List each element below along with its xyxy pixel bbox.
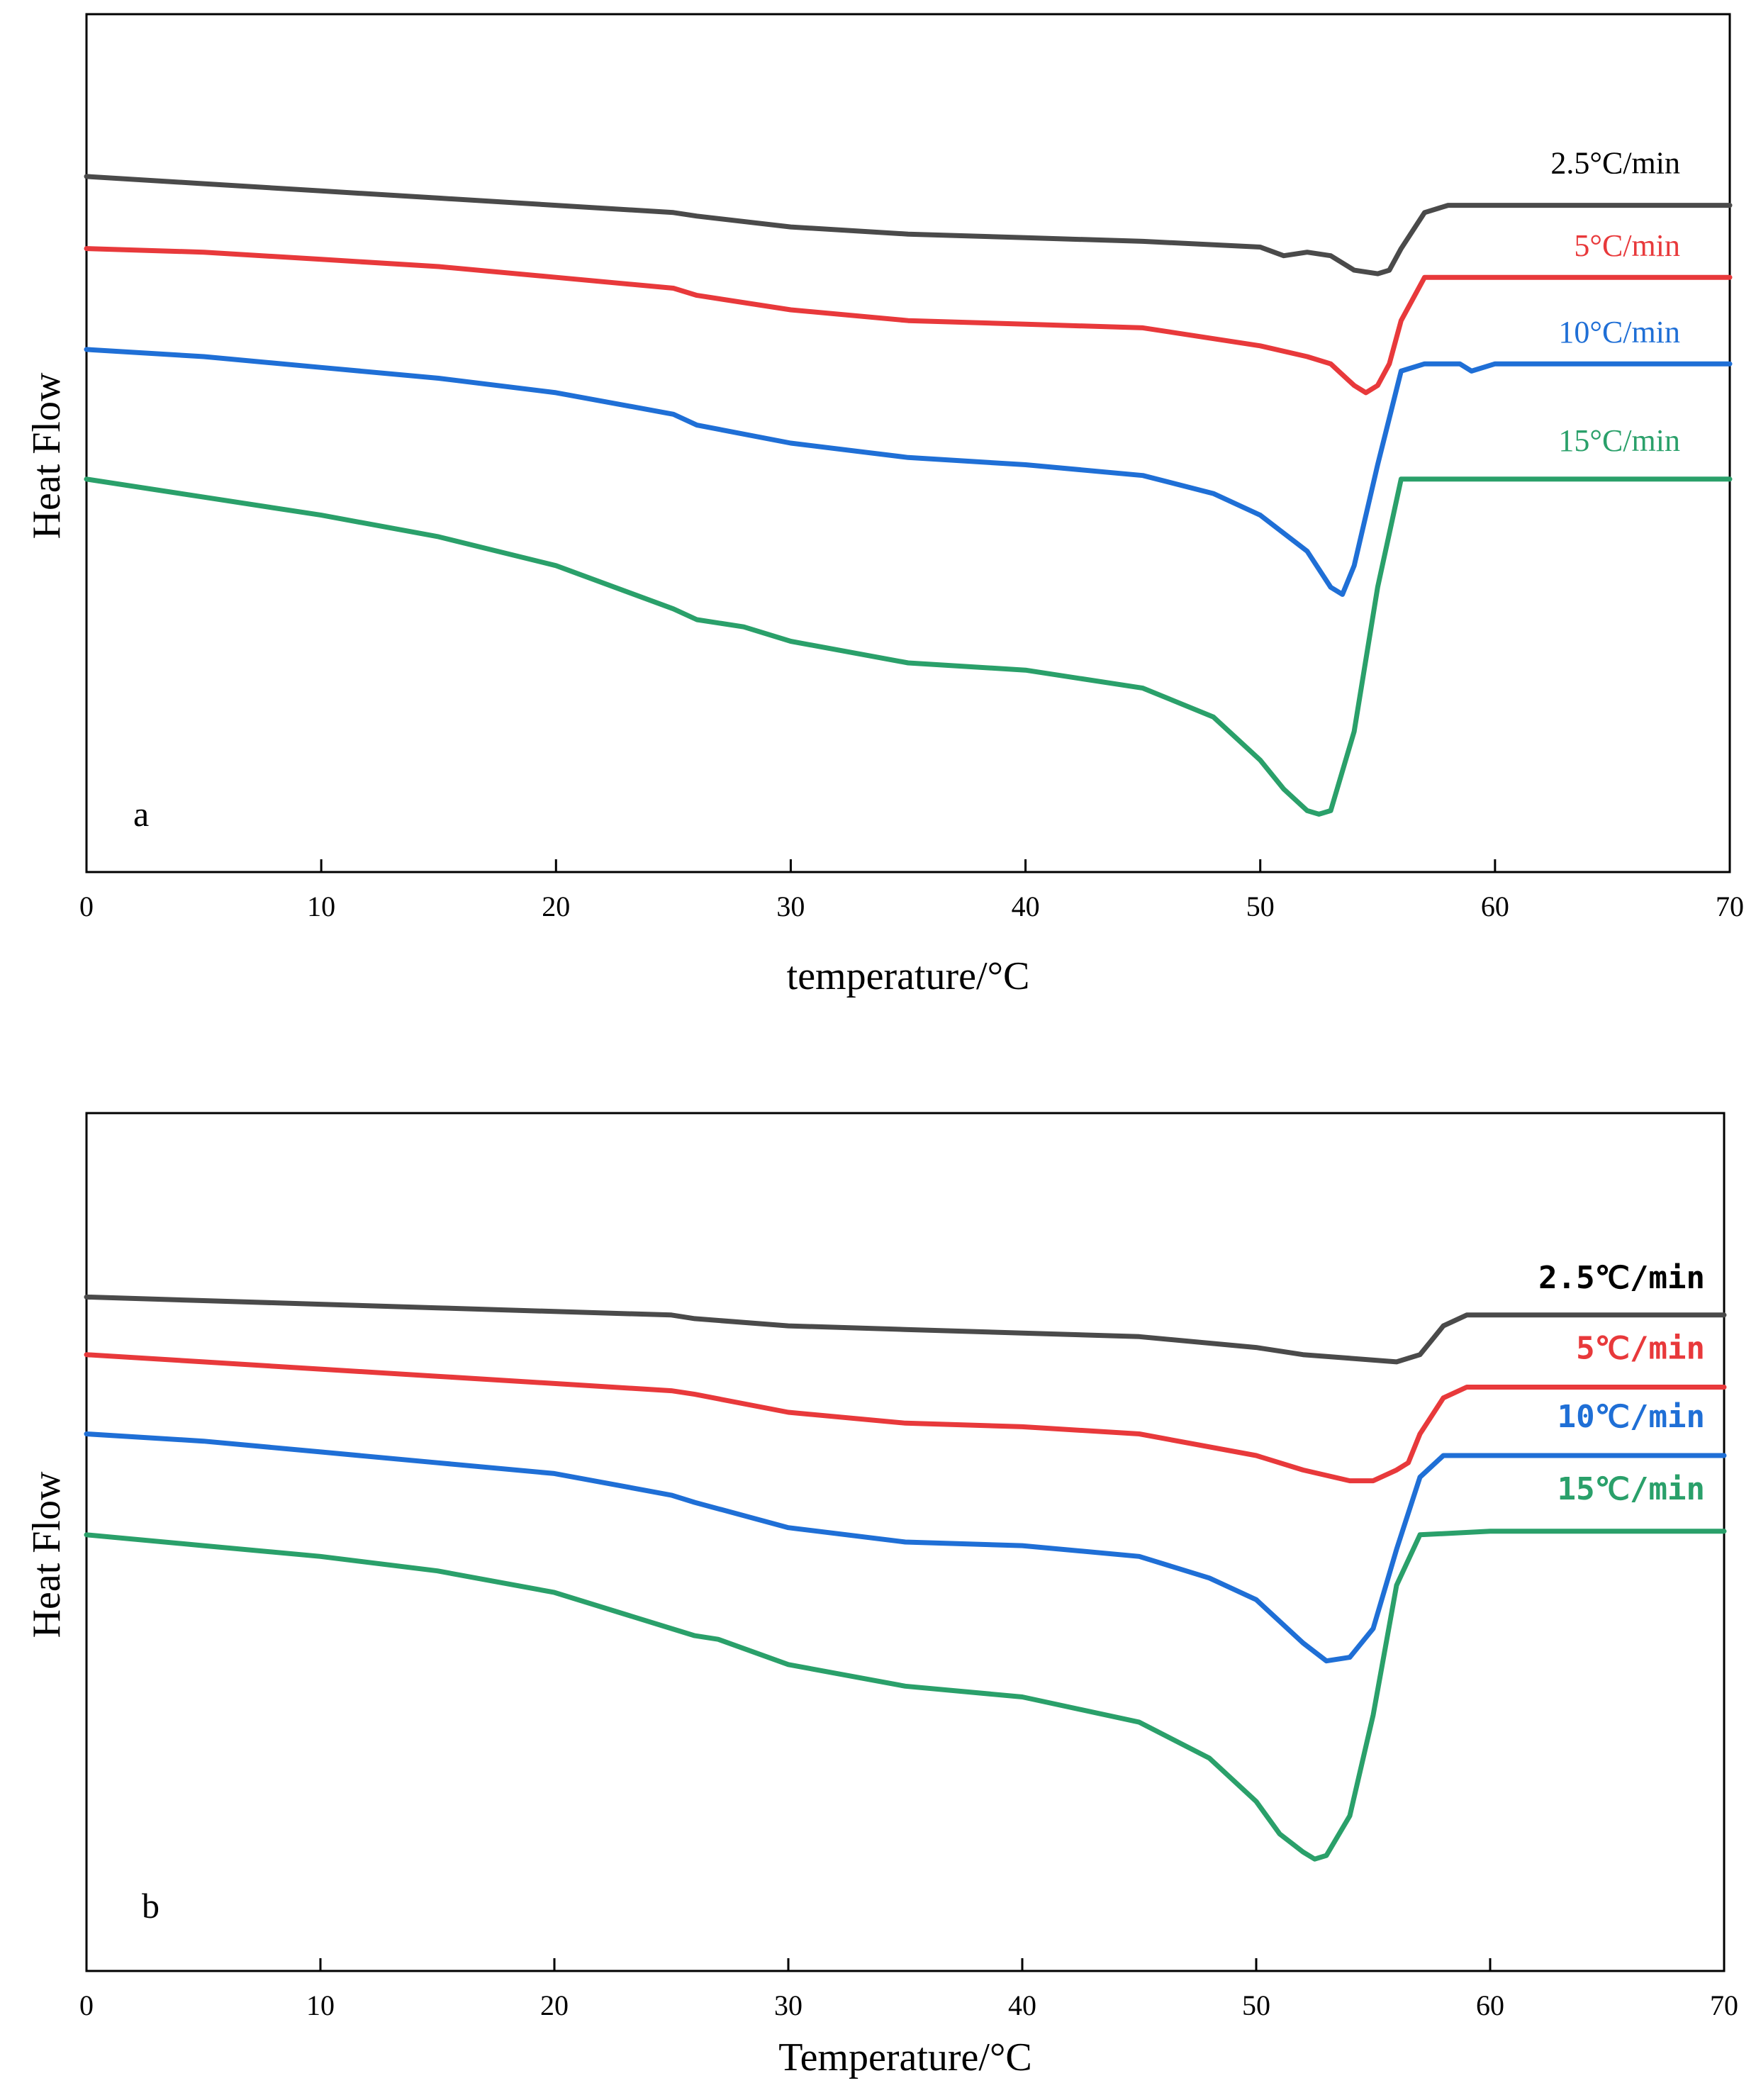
series-line-5: [84, 246, 1733, 396]
series-line-2_5: [84, 1294, 1727, 1365]
panel-letter: a: [133, 794, 149, 834]
x-tick-label: 60: [1481, 890, 1509, 922]
x-tick-label: 0: [79, 1989, 94, 2021]
series-label: 15°C/min: [1558, 423, 1680, 458]
series-label: 15℃/min: [1558, 1471, 1705, 1507]
x-tick-label: 0: [79, 890, 94, 922]
series-label: 5℃/min: [1576, 1330, 1705, 1366]
series-line-15: [84, 1529, 1727, 1862]
series-line-10: [84, 347, 1733, 597]
x-tick-label: 60: [1476, 1989, 1504, 2021]
series-curves: [84, 174, 1733, 817]
series-line-5: [84, 1352, 1727, 1484]
chart-panel-b: 0 10 20 30 40 50 60 70 2.5℃/min 5℃/min 10℃/min 15℃…: [25, 1112, 1738, 2079]
x-tick-label: 70: [1710, 1989, 1738, 2021]
series-labels: 2.5℃/min 5℃/min 10℃/min 15℃/min: [1538, 1260, 1705, 1507]
series-label: 10°C/min: [1558, 315, 1680, 350]
y-axis-title: Heat Flow: [25, 1471, 69, 1638]
x-axis-title: temperature/°C: [787, 954, 1030, 998]
series-line-15: [84, 476, 1733, 817]
x-tick-label: 10: [307, 890, 335, 922]
series-line-2_5: [84, 174, 1733, 277]
x-tick-label: 30: [774, 1989, 802, 2021]
y-axis-title: Heat Flow: [25, 372, 69, 539]
plot-frame: [85, 1112, 1726, 1972]
x-tick-label: 10: [306, 1989, 335, 2021]
x-axis-ticks: 0 10 20 30 40 50 60 70: [79, 1958, 1738, 2021]
series-label: 10℃/min: [1558, 1399, 1705, 1435]
x-tick-label: 50: [1242, 1989, 1270, 2021]
chart-panel-a: 0 10 20 30 40 50 60 70 2.5°C/min 5°C/min 10°C/min…: [25, 13, 1744, 998]
x-tick-label: 30: [776, 890, 805, 922]
series-labels: 2.5°C/min 5°C/min 10°C/min 15°C/min: [1550, 146, 1680, 458]
series-label: 2.5°C/min: [1550, 146, 1680, 181]
x-tick-label: 50: [1246, 890, 1275, 922]
panel-letter: b: [142, 1886, 160, 1926]
x-tick-label: 70: [1716, 890, 1744, 922]
series-curves: [84, 1294, 1727, 1862]
x-tick-label: 40: [1012, 890, 1040, 922]
series-label: 2.5℃/min: [1538, 1260, 1705, 1296]
x-axis-ticks: 0 10 20 30 40 50 60 70: [79, 859, 1744, 922]
x-tick-label: 40: [1008, 1989, 1036, 2021]
x-axis-title: Temperature/°C: [778, 2035, 1031, 2079]
plot-frame: [85, 13, 1731, 873]
series-label: 5°C/min: [1574, 228, 1680, 263]
x-tick-label: 20: [540, 1989, 569, 2021]
series-line-10: [84, 1431, 1727, 1664]
x-tick-label: 20: [542, 890, 570, 922]
